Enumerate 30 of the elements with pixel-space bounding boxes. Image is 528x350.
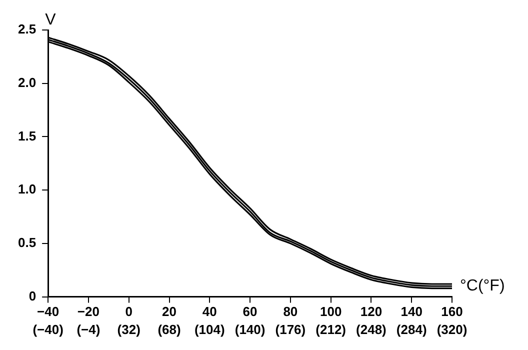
y-tick-label: 2.5 — [18, 22, 36, 37]
x2-tick-label: (320) — [436, 322, 468, 337]
x-tick-label: 60 — [242, 304, 258, 320]
y-tick-label: 0 — [28, 288, 36, 304]
y-tick-label: 1.0 — [18, 182, 36, 197]
y-tick-label: 2.0 — [18, 74, 36, 90]
x-tick-label: 160 — [441, 304, 463, 320]
x2-tick-label: (248) — [356, 322, 386, 337]
x2-tick-label: (68) — [158, 322, 181, 337]
x-tick-label: −20 — [77, 304, 100, 320]
y-tick-label: 1.5 — [18, 128, 36, 144]
x-tick-label: 40 — [202, 304, 217, 320]
x2-tick-label: (176) — [275, 322, 306, 337]
y-axis-title: V — [45, 11, 56, 28]
x2-tick-label: (284) — [396, 322, 427, 337]
x-tick-label: 140 — [400, 304, 422, 320]
x-tick-label: 120 — [360, 304, 382, 320]
y-tick-label: 0.5 — [18, 235, 36, 250]
x-tick-label: −40 — [37, 304, 60, 320]
x-tick-label: 0 — [125, 304, 132, 320]
x-tick-label: 20 — [162, 304, 176, 320]
x-axis-title: °C(°F) — [460, 278, 505, 295]
x2-tick-label: (−4) — [76, 322, 100, 337]
x2-tick-label: (104) — [194, 322, 225, 337]
x-tick-label: 100 — [320, 304, 342, 320]
x2-tick-label: (140) — [234, 322, 266, 337]
x2-tick-label: (−40) — [32, 322, 64, 337]
x2-tick-label: (212) — [316, 322, 346, 337]
x-tick-label: 80 — [283, 304, 298, 320]
x2-tick-label: (32) — [117, 322, 140, 337]
